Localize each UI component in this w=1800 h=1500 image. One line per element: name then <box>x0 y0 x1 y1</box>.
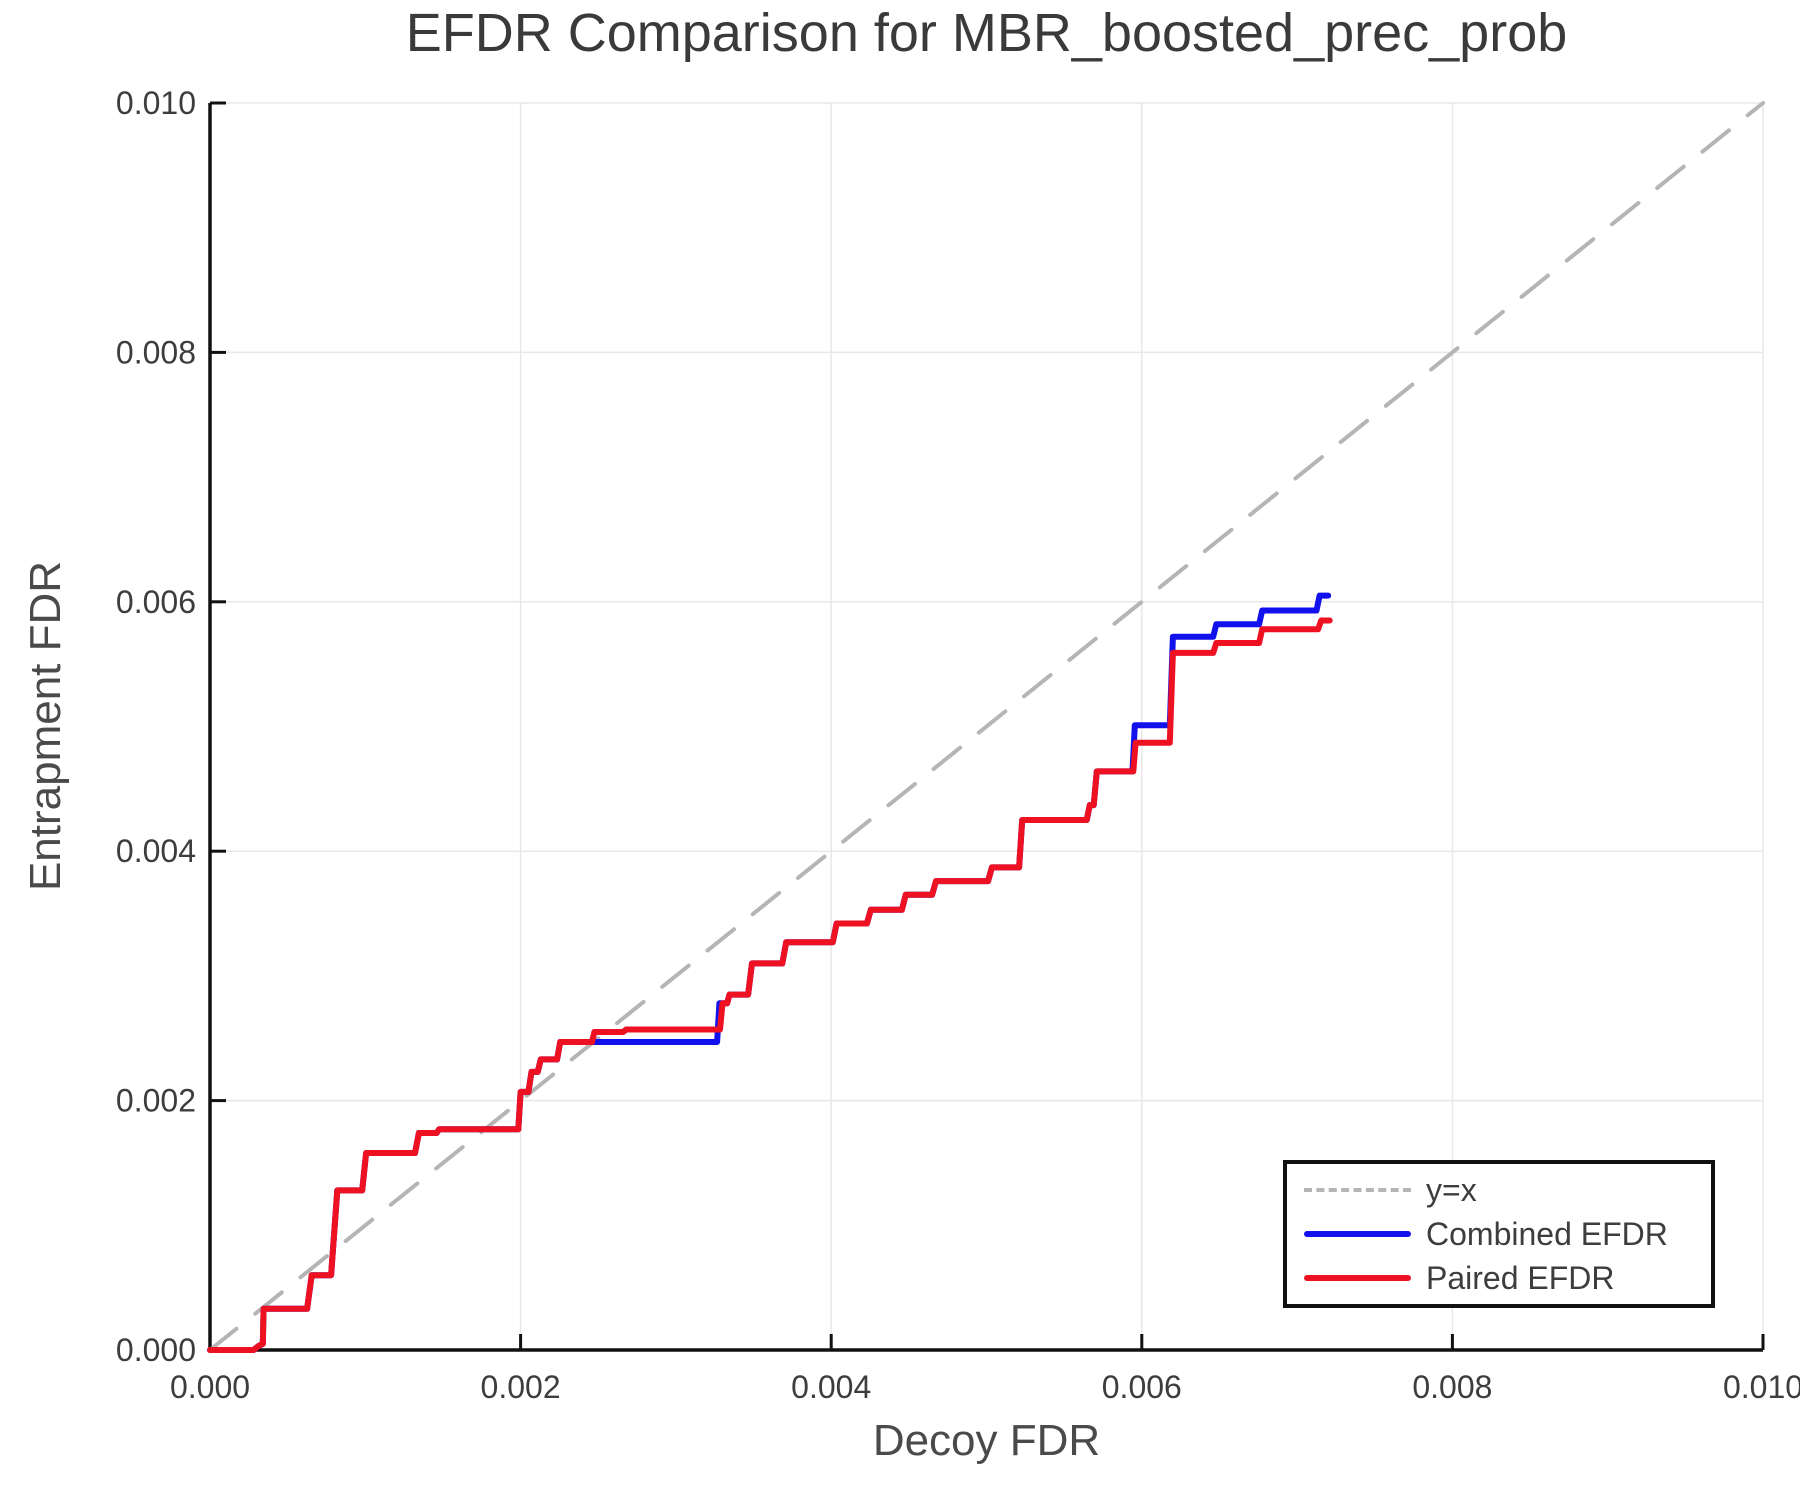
legend-item-paired-efdr: Paired EFDR <box>1304 1258 1711 1298</box>
x-axis-label: Decoy FDR <box>872 1416 1101 1465</box>
series-line-y-x <box>208 101 1765 1352</box>
legend-label: y=x <box>1426 1172 1477 1208</box>
x-tick-label: 0.008 <box>1412 1369 1492 1405</box>
y-tick-label: 0.004 <box>116 833 196 869</box>
blue-line-swatch <box>1304 1231 1411 1237</box>
dashed-line-swatch <box>1304 1188 1411 1192</box>
legend-item-combined-efdr: Combined EFDR <box>1304 1214 1711 1254</box>
red-line-swatch <box>1304 1275 1411 1281</box>
series-line-combined-efdr <box>207 592 1332 1353</box>
legend: y=x Combined EFDR Paired EFDR <box>1283 1160 1715 1308</box>
y-tick-label: 0.008 <box>116 334 196 370</box>
x-tick-label: 0.002 <box>481 1369 561 1405</box>
series-line-paired-efdr <box>207 617 1333 1353</box>
y-tick-label: 0.000 <box>116 1332 196 1368</box>
legend-label: Paired EFDR <box>1426 1260 1615 1296</box>
x-tick-label: 0.000 <box>170 1369 250 1405</box>
legend-label: Combined EFDR <box>1426 1216 1668 1252</box>
x-tick-label: 0.010 <box>1723 1369 1800 1405</box>
y-tick-label: 0.002 <box>116 1083 196 1119</box>
x-tick-label: 0.004 <box>791 1369 871 1405</box>
y-tick-label: 0.006 <box>116 584 196 620</box>
y-tick-label: 0.010 <box>116 85 196 121</box>
legend-item-yx: y=x <box>1304 1170 1711 1210</box>
x-tick-label: 0.006 <box>1102 1369 1182 1405</box>
chart-title: EFDR Comparison for MBR_boosted_prec_pro… <box>405 3 1568 63</box>
y-axis-label: Entrapment FDR <box>21 560 70 892</box>
